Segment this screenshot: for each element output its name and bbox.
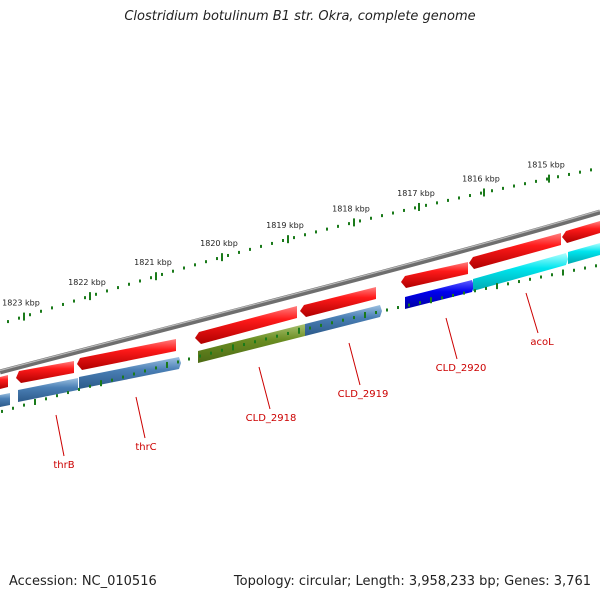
gene-labels: thrB thrC CLD_2918 CLD_2919 CLD_2920 aco… [53,337,554,471]
ruler-label: 1818 kbp [332,204,370,213]
map-title: Clostridium botulinum B1 str. Okra, comp… [124,9,476,24]
forward-gene[interactable] [195,306,297,344]
gene-label-thrB[interactable]: thrB [53,460,74,471]
forward-gene[interactable] [0,375,8,389]
reverse-gene[interactable] [0,393,10,407]
ruler-label: 1821 kbp [134,258,172,267]
ruler-labels: 1823 kbp 1822 kbp 1821 kbp 1820 kbp 1819 kbp… [2,161,565,308]
reverse-gene[interactable] [568,243,600,264]
reverse-gene-CLD_2918[interactable] [198,324,305,363]
ruler-label: 1815 kbp [527,161,565,170]
gene-label-CLD_2920[interactable]: CLD_2920 [436,363,487,374]
ruler-label: 1817 kbp [397,189,435,198]
genome-backbone [0,209,600,375]
forward-gene[interactable] [562,221,600,243]
forward-gene[interactable] [401,262,468,288]
inner-ticks [1,264,597,413]
reverse-gene-thrC[interactable] [79,357,181,389]
forward-gene[interactable] [16,361,74,383]
forward-strand-genes [0,221,600,389]
ruler-label: 1823 kbp [2,299,40,308]
gene-label-leaders [55,292,539,457]
reverse-gene-CLD_2920[interactable] [405,280,474,309]
gene-label-CLD_2919[interactable]: CLD_2919 [338,389,389,400]
forward-gene[interactable] [469,233,561,269]
genome-summary-text: Topology: circular; Length: 3,958,233 bp… [233,574,591,589]
gene-label-CLD_2918[interactable]: CLD_2918 [246,413,297,424]
ruler-ticks [7,168,592,324]
ruler-label: 1822 kbp [68,278,106,287]
ruler-label: 1820 kbp [200,239,238,248]
reverse-gene-acoL[interactable] [473,253,568,291]
forward-gene[interactable] [300,287,376,317]
reverse-strand-genes [0,243,600,407]
accession-text: Accession: NC_010516 [9,574,157,589]
ruler-label: 1816 kbp [462,174,500,183]
ruler-label: 1819 kbp [266,221,304,230]
backbone-highlight [0,209,600,372]
gene-label-acoL[interactable]: acoL [530,337,554,348]
reverse-gene-thrB[interactable] [18,378,78,402]
forward-gene[interactable] [77,339,176,370]
gene-label-thrC[interactable]: thrC [135,442,156,453]
